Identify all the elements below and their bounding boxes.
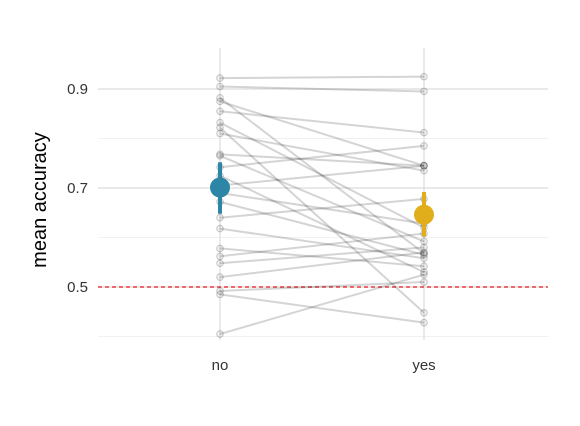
subject-point-yes <box>420 278 428 286</box>
subject-point-no <box>216 74 224 82</box>
mean-point-no <box>210 177 230 198</box>
subject-point-yes <box>420 161 428 170</box>
subject-line <box>219 85 425 93</box>
subject-point-yes <box>420 308 428 317</box>
subject-point-no <box>216 94 224 102</box>
subject-point-yes <box>420 251 428 259</box>
y-tick-labels: 0.5 0.7 0.9 <box>67 81 88 296</box>
subject-line <box>219 97 425 255</box>
subject-point-no <box>216 82 224 91</box>
subject-line <box>219 191 425 225</box>
subject-point-yes <box>420 248 428 257</box>
subject-point-yes <box>420 72 428 81</box>
subject-line <box>219 154 425 243</box>
subject-point-yes <box>420 254 428 263</box>
y-tick-label: 0.9 <box>67 81 88 98</box>
subject-point-no <box>216 97 224 106</box>
subject-line <box>219 246 425 265</box>
subject-point-yes <box>420 268 428 276</box>
subject-line <box>219 100 425 167</box>
subject-point-no <box>216 118 224 127</box>
mean-point-yes <box>414 204 434 225</box>
subject-point-yes <box>420 142 428 150</box>
subject-point-yes <box>420 262 428 271</box>
summary-points <box>210 162 434 237</box>
subject-line <box>219 251 425 279</box>
subject-line <box>219 200 425 256</box>
subject-line <box>219 232 425 258</box>
x-tick-label: no <box>212 357 229 374</box>
subject-point-no <box>216 152 224 160</box>
subject-point-no <box>216 224 224 233</box>
subject-point-no <box>216 273 224 281</box>
x-tick-labels: no yes <box>212 357 436 374</box>
subject-point-yes <box>420 87 428 96</box>
subject-point-no <box>216 213 224 222</box>
subject-point-yes <box>420 318 428 327</box>
grid <box>98 48 548 340</box>
subject-line <box>219 126 425 314</box>
subject-point-no <box>216 107 224 116</box>
subject-point-no <box>216 287 224 295</box>
subject-line <box>219 110 425 134</box>
subject-line <box>219 153 425 167</box>
subject-line <box>219 197 425 219</box>
subject-line <box>219 227 425 260</box>
subject-line <box>219 293 425 324</box>
y-axis-title: mean accuracy <box>29 132 51 268</box>
subject-line <box>219 132 425 172</box>
y-tick-label: 0.7 <box>67 180 88 197</box>
subject-point-no <box>216 150 224 159</box>
subject-point-no <box>216 330 224 338</box>
subject-line <box>219 121 425 229</box>
subject-line <box>219 164 425 187</box>
y-tick-label: 0.5 <box>67 279 88 296</box>
subject-lines <box>216 72 428 338</box>
subject-line <box>219 273 425 335</box>
subject-point-no <box>216 290 224 299</box>
subject-point-yes <box>420 128 428 137</box>
subject-point-yes <box>420 237 428 246</box>
subject-point-no <box>216 252 224 261</box>
subject-line <box>219 281 425 292</box>
subject-point-yes <box>420 249 428 258</box>
subject-point-yes <box>420 161 428 170</box>
subject-line <box>219 75 425 80</box>
subject-line <box>219 247 425 268</box>
subject-point-yes <box>420 243 428 252</box>
subject-point-no <box>216 244 224 253</box>
subject-point-yes <box>420 166 428 175</box>
x-tick-label: yes <box>412 357 435 374</box>
subject-point-no <box>216 123 224 132</box>
subject-line <box>219 144 425 169</box>
subject-point-yes <box>420 270 428 279</box>
subject-point-no <box>216 259 224 268</box>
subject-line <box>219 174 425 274</box>
subject-point-yes <box>420 161 428 170</box>
subject-point-no <box>216 129 224 138</box>
